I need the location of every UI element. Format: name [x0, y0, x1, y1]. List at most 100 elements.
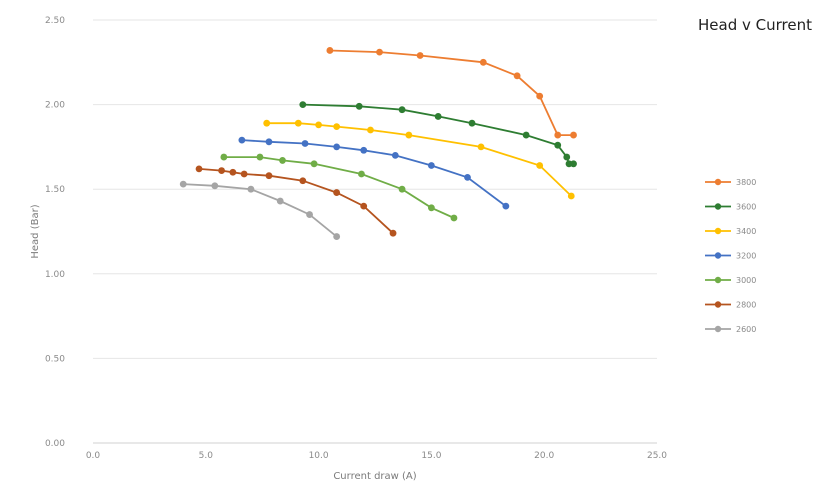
series-line [183, 183, 338, 238]
series-line [329, 49, 574, 136]
legend-item-2800: 2800 [705, 301, 756, 310]
data-point [315, 121, 322, 129]
y-tick-label: 1.00 [45, 270, 65, 280]
series-3400 [263, 119, 575, 200]
series-2600 [179, 180, 341, 240]
data-point [276, 197, 284, 205]
data-point [464, 173, 471, 181]
data-point [570, 160, 577, 168]
chart-title: Head v Current [698, 16, 812, 34]
legend-marker [714, 276, 722, 284]
legend-marker [714, 178, 722, 186]
series-3000 [220, 153, 458, 222]
legend: 3800 3600 3400 3200 3000 2800 2600 [705, 178, 756, 334]
data-point [567, 192, 575, 200]
y-axis-label: Head (Bar) [30, 204, 41, 258]
data-point [563, 153, 571, 161]
data-point [220, 153, 228, 161]
legend-marker [714, 252, 722, 259]
x-tick-label: 20.0 [534, 451, 554, 461]
legend-item-2600: 2600 [705, 325, 756, 334]
data-point [428, 162, 435, 169]
data-point [513, 72, 521, 80]
y-tick-label: 1.50 [45, 185, 65, 195]
data-point [405, 131, 413, 139]
data-point [479, 58, 487, 66]
data-point [279, 157, 286, 164]
x-tick-label: 10.0 [309, 451, 329, 461]
data-point [218, 167, 225, 174]
y-tick-label: 2.00 [45, 101, 65, 111]
data-point [434, 113, 442, 120]
data-point [265, 138, 273, 146]
data-point [229, 168, 237, 176]
legend-label: 3400 [736, 227, 756, 236]
data-point [358, 170, 365, 178]
x-tick-labels: 0.0 5.0 10.0 15.0 20.0 25.0 [86, 451, 667, 461]
data-point [376, 48, 383, 56]
x-tick-label: 25.0 [647, 451, 667, 461]
data-point [554, 131, 562, 139]
x-tick-label: 15.0 [421, 451, 441, 461]
series-line [302, 103, 574, 165]
data-point [389, 229, 397, 237]
data-point [536, 162, 544, 169]
data-point [450, 214, 458, 222]
legend-item-3600: 3600 [705, 203, 756, 212]
data-point [398, 185, 406, 193]
data-point [240, 170, 248, 178]
series-line [198, 168, 394, 234]
data-point [502, 202, 510, 210]
legend-label: 3600 [736, 203, 756, 212]
data-point [416, 52, 424, 59]
data-point [333, 143, 341, 151]
data-point [265, 172, 273, 180]
x-axis-label: Current draw (A) [333, 471, 416, 482]
legend-item-3000: 3000 [705, 276, 756, 285]
legend-label: 3200 [736, 252, 756, 261]
legend-marker [714, 301, 722, 308]
x-tick-label: 0.0 [86, 451, 101, 461]
legend-item-3200: 3200 [705, 252, 756, 261]
legend-marker [714, 227, 722, 235]
y-tick-label: 0.50 [45, 354, 65, 364]
data-point [310, 160, 318, 168]
data-point [522, 131, 530, 139]
data-point [294, 119, 302, 127]
series-3600 [299, 101, 577, 168]
data-point [301, 140, 309, 147]
legend-label: 2600 [736, 325, 756, 334]
data-point [247, 185, 255, 193]
data-point [477, 143, 485, 151]
data-point [367, 126, 374, 134]
y-tick-label: 0.00 [45, 439, 65, 449]
data-point [333, 189, 341, 196]
data-point [256, 153, 264, 161]
legend-marker [714, 325, 722, 333]
data-point [360, 202, 368, 210]
series-group [179, 47, 577, 240]
data-point [428, 204, 435, 212]
data-point [355, 102, 363, 110]
legend-item-3400: 3400 [705, 227, 756, 236]
data-point [299, 101, 307, 108]
data-point [238, 136, 246, 144]
data-point [306, 211, 313, 218]
legend-label: 2800 [736, 301, 756, 310]
data-point [211, 182, 219, 190]
data-point [299, 177, 307, 185]
data-point [333, 123, 341, 130]
data-point [326, 47, 334, 54]
series-3800 [326, 47, 577, 139]
data-point [398, 106, 406, 114]
legend-label: 3000 [736, 276, 756, 285]
series-line [223, 156, 455, 219]
data-point [360, 146, 368, 154]
legend-marker [714, 203, 722, 210]
data-point [468, 119, 476, 127]
data-point [391, 151, 399, 159]
data-point [195, 165, 203, 173]
gridlines [93, 19, 657, 444]
data-point [179, 180, 187, 188]
data-point [263, 119, 271, 127]
